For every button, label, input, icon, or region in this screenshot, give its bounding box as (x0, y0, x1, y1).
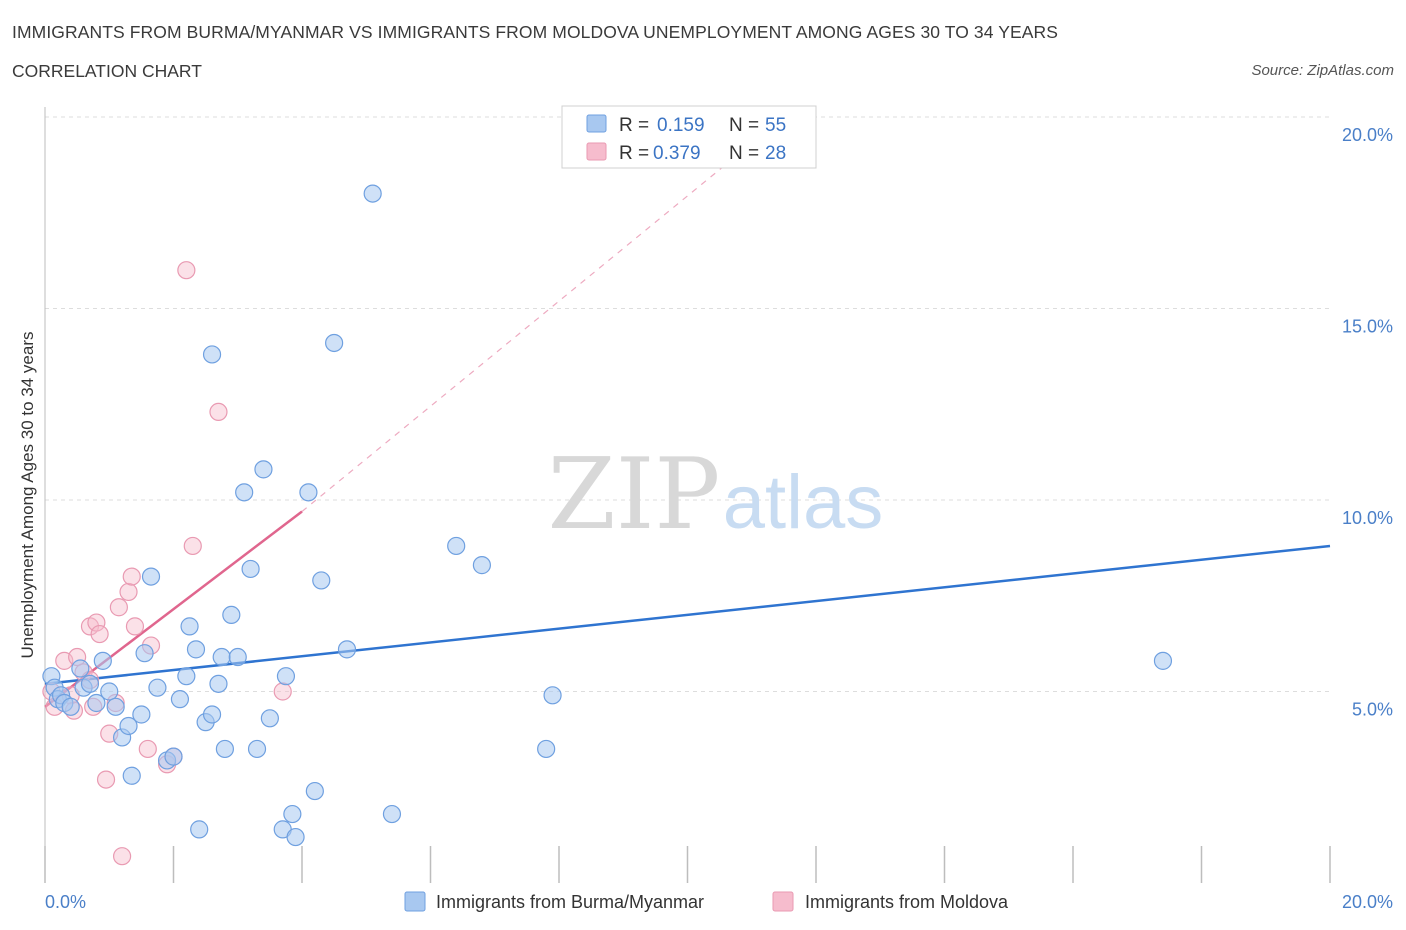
data-point-moldova (119, 582, 138, 602)
data-point-burma (1153, 651, 1173, 670)
data-point-moldova (209, 402, 228, 422)
data-point-moldova (125, 617, 145, 636)
legend-swatch-burma (586, 114, 607, 133)
y-tick-label: 10.0% (1342, 508, 1393, 528)
data-point-burma (186, 640, 206, 659)
data-point-burma (148, 678, 167, 697)
data-point-moldova (112, 847, 132, 866)
axis-layer: 5.0% 10.0% 15.0% 20.0% 0.0% 20.0% (44, 107, 1393, 912)
data-point-burma (180, 617, 199, 636)
trend-layer (44, 116, 1331, 708)
data-point-burma (363, 184, 382, 203)
bottom-legend-label-moldova: Immigrants from Moldova (805, 892, 1009, 912)
data-point-burma (382, 804, 402, 824)
data-point-moldova (183, 536, 202, 556)
data-point-burma (202, 705, 222, 724)
grid-layer (45, 116, 1330, 692)
data-point-burma (325, 333, 344, 353)
watermark: ZIP atlas (548, 438, 884, 552)
bottom-legend-swatch-moldova (772, 891, 794, 912)
y-tick-label: 15.0% (1342, 317, 1393, 337)
data-point-burma (122, 766, 141, 785)
trendline-moldova (44, 510, 303, 708)
data-point-burma (222, 605, 241, 625)
data-point-burma (119, 716, 138, 736)
legend-r-label-burma: R = (619, 115, 649, 136)
data-point-burma (283, 804, 302, 824)
legend-n-value-burma: 55 (765, 115, 786, 136)
legend-r-label-moldova: R = (619, 143, 649, 164)
bottom-legend: Immigrants from Burma/Myanmar Immigrants… (404, 891, 1009, 912)
y-tick-label: 5.0% (1352, 700, 1393, 720)
data-point-burma (190, 820, 209, 839)
data-point-burma (212, 647, 231, 667)
data-point-burma (312, 571, 331, 590)
legend-r-value-moldova: 0.379 (653, 143, 701, 164)
chart-title: IMMIGRANTS FROM BURMA/MYANMAR VS IMMIGRA… (12, 22, 1059, 42)
x-tick-label-start: 0.0% (45, 892, 86, 912)
trendline-burma (44, 544, 1331, 686)
data-point-moldova (90, 624, 109, 644)
data-point-moldova (273, 682, 292, 701)
data-point-burma (209, 674, 228, 693)
data-point-burma (80, 674, 100, 693)
data-point-burma (228, 647, 247, 667)
data-point-moldova (109, 598, 128, 617)
points-layer (42, 184, 1173, 866)
data-point-burma (299, 483, 318, 502)
data-point-burma (286, 827, 305, 847)
data-point-burma (71, 659, 90, 678)
data-point-burma (132, 705, 151, 724)
data-point-moldova (122, 567, 141, 586)
bottom-legend-label-burma: Immigrants from Burma/Myanmar (436, 892, 704, 912)
data-point-burma (215, 739, 234, 759)
legend-swatch-moldova (586, 142, 607, 161)
chart-subtitle: CORRELATION CHART (12, 61, 202, 81)
data-point-moldova (138, 739, 157, 759)
watermark-zip: ZIP (548, 438, 721, 552)
watermark-atlas: atlas (723, 460, 884, 545)
data-point-burma (337, 640, 357, 659)
data-point-burma (235, 483, 254, 502)
data-point-burma (93, 651, 112, 670)
data-point-burma (247, 739, 267, 759)
legend-n-label-moldova: N = (729, 143, 759, 164)
data-point-burma (135, 644, 154, 663)
data-point-burma (141, 567, 161, 586)
data-point-burma (100, 682, 119, 701)
chart-source: Source: ZipAtlas.com (1251, 62, 1394, 79)
data-point-burma (241, 559, 260, 579)
data-point-burma (276, 667, 296, 686)
data-point-moldova (87, 613, 106, 632)
data-point-burma (164, 747, 183, 766)
legend-n-value-moldova: 28 (765, 143, 786, 164)
data-point-burma (447, 536, 466, 556)
data-point-burma (170, 690, 190, 709)
x-tick-label-end: 20.0% (1342, 892, 1393, 912)
data-point-moldova (177, 261, 196, 280)
data-point-burma (61, 697, 80, 716)
data-point-burma (537, 739, 556, 759)
top-legend: R = 0.159 N = 55 R = 0.379 N = 28 (561, 105, 817, 169)
bottom-legend-swatch-burma (404, 891, 426, 912)
data-point-burma (106, 697, 125, 716)
y-tick-label: 20.0% (1342, 125, 1393, 145)
data-point-burma (543, 686, 562, 705)
legend-n-label-burma: N = (729, 115, 759, 136)
legend-r-value-burma: 0.159 (657, 115, 705, 136)
data-point-burma (202, 345, 222, 364)
data-point-burma (472, 556, 491, 575)
y-axis-title: Unemployment Among Ages 30 to 34 years (18, 332, 37, 659)
data-point-burma (305, 781, 324, 801)
data-point-burma (87, 693, 106, 713)
data-point-moldova (96, 770, 116, 789)
data-point-burma (177, 667, 196, 686)
data-point-burma (260, 709, 279, 728)
data-point-burma (254, 460, 273, 479)
trendline-moldova-extension (301, 116, 785, 512)
